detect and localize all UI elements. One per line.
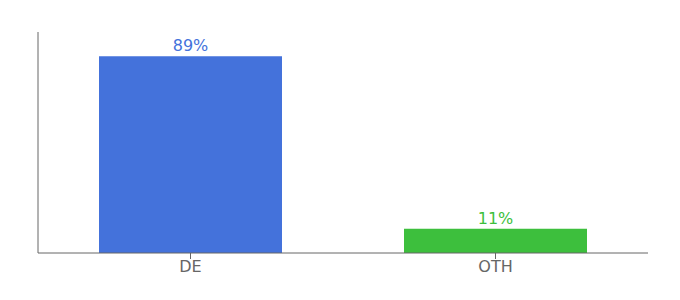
svg-text:11%: 11% bbox=[478, 209, 514, 228]
svg-text:DE: DE bbox=[179, 257, 201, 276]
svg-text:OTH: OTH bbox=[478, 257, 512, 276]
svg-text:89%: 89% bbox=[173, 36, 209, 55]
